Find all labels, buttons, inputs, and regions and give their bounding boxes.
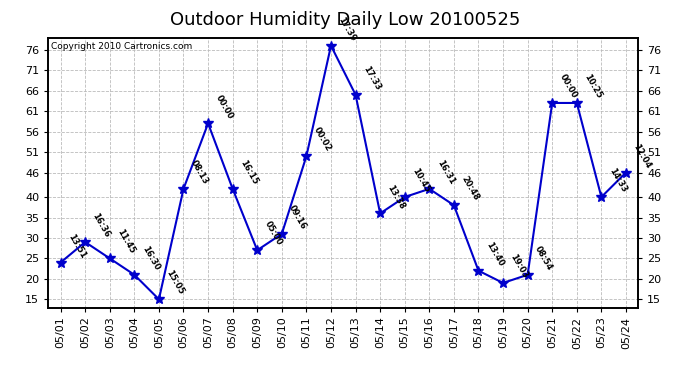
Text: 08:54: 08:54 — [533, 244, 554, 272]
Text: 16:31: 16:31 — [435, 158, 456, 186]
Text: 12:04: 12:04 — [631, 142, 653, 170]
Text: 16:36: 16:36 — [90, 211, 112, 239]
Text: 13:38: 13:38 — [386, 183, 406, 211]
Text: 17:39: 17:39 — [337, 15, 357, 43]
Text: 13:40: 13:40 — [484, 240, 505, 268]
Text: 00:02: 00:02 — [312, 126, 333, 153]
Text: 16:15: 16:15 — [238, 158, 259, 186]
Text: 10:25: 10:25 — [582, 72, 604, 100]
Text: 09:16: 09:16 — [287, 204, 308, 231]
Text: 08:13: 08:13 — [189, 159, 210, 186]
Text: 15:05: 15:05 — [164, 269, 186, 297]
Text: Outdoor Humidity Daily Low 20100525: Outdoor Humidity Daily Low 20100525 — [170, 11, 520, 29]
Text: 11:45: 11:45 — [115, 228, 137, 256]
Text: 00:00: 00:00 — [558, 73, 579, 100]
Text: Copyright 2010 Cartronics.com: Copyright 2010 Cartronics.com — [51, 42, 193, 51]
Text: 05:00: 05:00 — [263, 220, 284, 248]
Text: 13:51: 13:51 — [66, 232, 88, 260]
Text: 00:00: 00:00 — [214, 93, 235, 121]
Text: 10:45: 10:45 — [411, 166, 431, 194]
Text: 19:03: 19:03 — [509, 253, 530, 280]
Text: 14:33: 14:33 — [607, 167, 628, 194]
Text: 20:48: 20:48 — [460, 175, 480, 202]
Text: 17:33: 17:33 — [361, 64, 382, 92]
Text: 16:30: 16:30 — [140, 244, 161, 272]
